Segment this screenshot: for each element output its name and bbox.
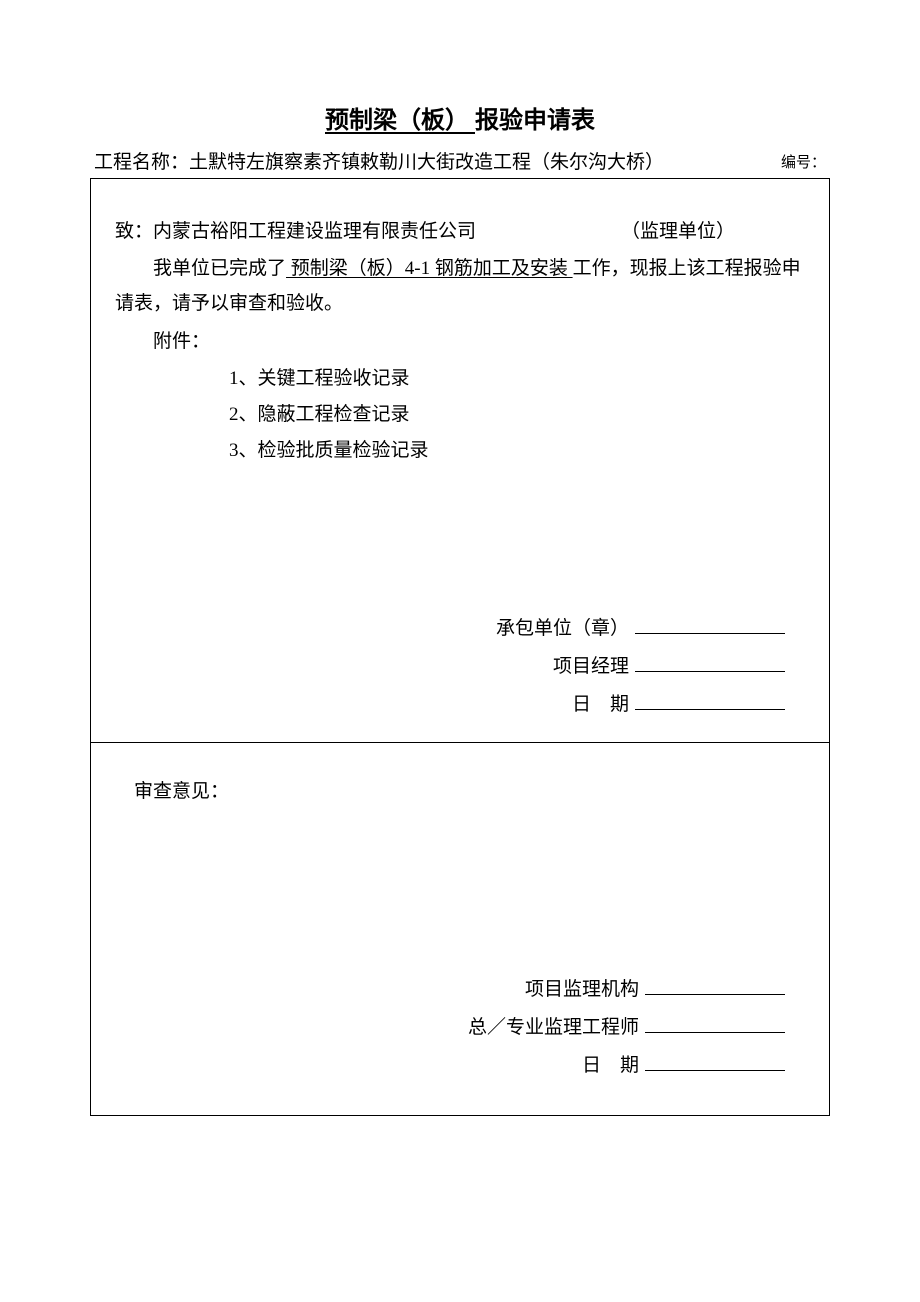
date-label-prefix: 日 [572,694,591,715]
blank-field[interactable] [635,671,785,672]
recipient-unit: （监理单位） [621,213,805,251]
blank-field[interactable] [645,1032,785,1033]
attachment-item: 1、关键工程验收记录 [229,361,805,397]
attachments-label: 附件： [115,323,805,361]
recipient-line: 致： 内蒙古裕阳工程建设监理有限责任公司 （监理单位） [115,213,805,251]
form-title: 预制梁（板） 报验申请表 [90,100,830,135]
contractor-signature-block: 承包单位（章） 项目经理 日 期 [115,610,805,724]
title-underlined: 预制梁（板） [325,108,475,134]
org-label: 项目监理机构 [525,979,639,1000]
work-detail: 预制梁（板）4-1 钢筋加工及安装 [286,258,573,279]
review-label: 审查意见： [115,773,805,811]
title-suffix: 报验申请表 [475,108,595,134]
date-line: 日 期 [115,686,785,724]
project-name-line: 工程名称：土默特左旗察素齐镇敕勒川大街改造工程（朱尔沟大桥） [94,147,664,174]
contractor-label: 承包单位（章） [496,618,629,639]
project-label: 工程名称： [94,152,189,173]
blank-field[interactable] [645,1070,785,1071]
recipient-company: 内蒙古裕阳工程建设监理有限责任公司 [153,213,476,251]
pm-label: 项目经理 [553,656,629,677]
blank-field[interactable] [635,633,785,634]
date-label-suffix: 期 [610,694,629,715]
recipient-label: 致： [115,213,153,251]
body-prefix: 我单位已完成了 [153,258,286,279]
attachment-list: 1、关键工程验收记录 2、隐蔽工程检查记录 3、检验批质量检验记录 [115,361,805,469]
upper-section: 致： 内蒙古裕阳工程建设监理有限责任公司 （监理单位） 我单位已完成了 预制梁（… [91,179,829,742]
attachment-item: 2、隐蔽工程检查记录 [229,397,805,433]
lower-section: 审查意见： 项目监理机构 总／专业监理工程师 日 期 [91,743,829,1115]
engineer-line: 总／专业监理工程师 [115,1009,785,1047]
date-label-suffix: 期 [620,1055,639,1076]
date-line: 日 期 [115,1047,785,1085]
serial-label: 编号： [781,147,826,174]
engineer-label: 总／专业监理工程师 [468,1017,639,1038]
pm-line: 项目经理 [115,648,785,686]
meta-row: 工程名称：土默特左旗察素齐镇敕勒川大街改造工程（朱尔沟大桥） 编号： [90,147,830,178]
blank-field[interactable] [635,709,785,710]
org-line: 项目监理机构 [115,971,785,1009]
supervisor-signature-block: 项目监理机构 总／专业监理工程师 日 期 [115,971,805,1085]
blank-field[interactable] [645,994,785,995]
date-label-prefix: 日 [582,1055,601,1076]
form-box: 致： 内蒙古裕阳工程建设监理有限责任公司 （监理单位） 我单位已完成了 预制梁（… [90,178,830,1116]
contractor-seal-line: 承包单位（章） [115,610,785,648]
attachment-item: 3、检验批质量检验记录 [229,433,805,469]
project-name: 土默特左旗察素齐镇敕勒川大街改造工程（朱尔沟大桥） [189,152,664,173]
body-text: 我单位已完成了 预制梁（板）4-1 钢筋加工及安装 工作，现报上该工程报验申请表… [115,251,805,321]
